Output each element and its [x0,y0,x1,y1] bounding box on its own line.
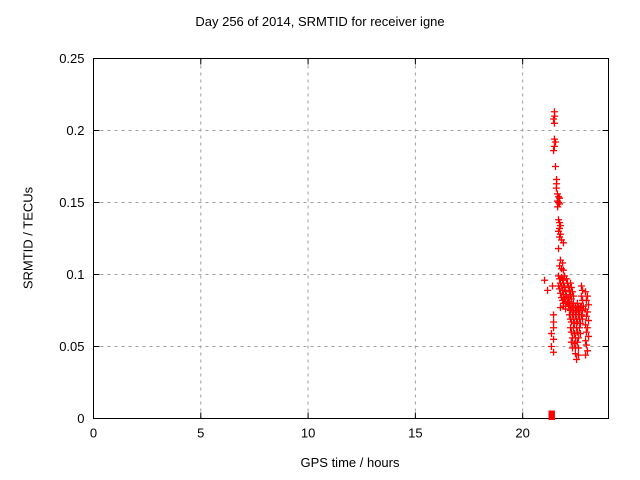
data-point-marker [576,319,584,327]
data-point-marker [570,340,578,348]
data-point-marker [541,276,549,284]
y-tick-label: 0.05 [59,339,84,354]
data-point-marker [550,324,558,332]
data-point-marker [564,282,572,290]
data-point-marker [554,203,562,211]
x-tick-label: 15 [408,426,422,441]
data-point-marker [583,308,591,316]
data-point-marker [571,350,579,358]
data-point-marker [547,330,555,338]
data-point-marker [576,330,584,338]
data-point-marker [555,245,563,253]
data-point-marker [555,199,563,206]
x-tick-label: 0 [90,426,97,441]
data-point-marker [573,318,581,326]
data-point-marker [582,341,590,349]
chart-title: Day 256 of 2014, SRMTID for receiver ign… [195,14,445,29]
data-point-marker [577,302,585,310]
data-point-marker [556,289,564,297]
data-point-marker [573,355,581,363]
data-point-marker [567,318,575,326]
data-point-marker [562,275,570,283]
data-point-marker [579,307,587,314]
data-point-marker [556,304,564,312]
data-point-marker [567,338,575,346]
data-point-marker [559,239,567,247]
data-point-marker [571,302,579,310]
data-point-marker [567,307,575,314]
data-point-marker [579,315,587,323]
data-point-marker [577,292,585,300]
y-tick-label: 0.25 [59,51,84,66]
data-point-marker [582,296,590,304]
data-point-marker [573,338,581,346]
data-point-marker [582,328,590,336]
data-point-marker [585,317,593,325]
data-point-marker [559,299,567,307]
data-point-marker [570,330,578,338]
y-tick-label: 0.15 [59,195,84,210]
data-point-marker [583,292,591,300]
data-point-marker [573,307,581,314]
data-point-marker [582,351,590,359]
data-point-marker [559,266,567,274]
data-point-marker [556,275,564,283]
data-point-marker [551,163,559,170]
data-point-marker [548,282,556,290]
data-point-marker [576,324,584,332]
data-point-marker [583,347,591,355]
data-point-marker [583,324,591,332]
data-point-marker [577,311,585,319]
data-point-marker [577,282,585,290]
data-point-marker [574,344,582,352]
data-point-marker [585,332,593,340]
data-point-marker [550,335,558,343]
y-tick-label: 0 [77,411,84,426]
data-point-marker [550,348,558,356]
data-point-marker [585,301,593,309]
data-point-marker [550,147,558,155]
y-tick-label: 0.1 [66,267,84,282]
data-point-marker [582,337,590,345]
y-axis-label: SRMTID / TECUs [20,186,36,290]
data-point-marker [574,334,582,342]
tick-labels: 0 5 10 15 20 0 0.05 0.1 0.15 0.2 0.25 [59,51,530,441]
data-point-marker [564,301,572,309]
data-point-marker [556,285,564,293]
data-point-marker [582,288,590,296]
data-point-marker [551,138,559,146]
plot-border [93,58,609,419]
data-point-marker [582,312,590,320]
data-point-marker [552,184,560,192]
y-tick-label: 0.2 [66,123,84,138]
data-point-marker [550,115,558,123]
x-axis-label: GPS time / hours [300,455,400,470]
data-point-marker [570,319,578,327]
x-tick-label: 5 [197,426,204,441]
data-point-marker [544,286,552,294]
data-point-marker [550,311,558,319]
data-point-marker [579,286,587,294]
grid-lines [93,58,609,419]
data-point-marker [550,119,558,127]
data-point-marker [564,294,572,302]
data-point-marker [550,142,558,150]
data-point-marker [547,343,555,350]
data-point-marker [565,302,573,310]
data-points [541,108,593,420]
data-point-marker [573,328,581,336]
x-tick-label: 10 [301,426,315,441]
data-point-marker [567,328,575,336]
tick-marks [93,58,609,419]
data-point-marker [574,351,582,359]
data-point-marker [565,286,573,294]
data-point-zero-marker [550,410,555,420]
x-tick-label: 20 [515,426,529,441]
